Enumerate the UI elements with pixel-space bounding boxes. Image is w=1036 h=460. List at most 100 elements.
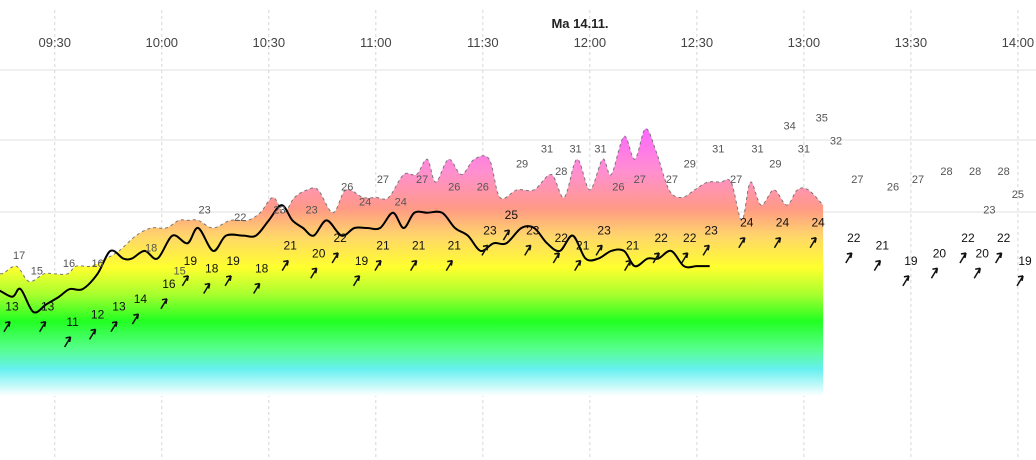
wind-speed-value: 21 [626, 239, 640, 253]
gust-label-3: 16 [63, 258, 75, 270]
wind-direction-arrow-icon [502, 229, 511, 241]
wind-direction-arrow-icon [331, 252, 339, 264]
wind-direction-arrow-icon [845, 252, 853, 264]
wind-direction-arrow-icon [110, 320, 118, 333]
gust-label-32: 31 [798, 143, 810, 155]
wind-label-23: 23 [595, 223, 611, 256]
wind-speed-value: 16 [162, 277, 176, 291]
wind-label-12: 20 [310, 246, 326, 279]
wind-label-30: 24 [809, 216, 825, 249]
wind-direction-arrow-icon [959, 252, 967, 264]
average-wind-line [0, 204, 710, 314]
x-tick-label-0930: 09:30 [38, 35, 71, 50]
chart-date-title: Ma 14.11. [551, 16, 608, 31]
gust-label-11: 26 [341, 181, 353, 193]
gust-label-35: 27 [851, 174, 863, 186]
gust-label-31: 34 [783, 120, 795, 132]
gust-label-17: 26 [477, 181, 489, 193]
wind-speed-value: 18 [205, 262, 219, 276]
wind-label-7: 19 [181, 254, 198, 287]
wind-speed-value: 19 [1018, 254, 1032, 268]
wind-label-24: 21 [624, 239, 640, 272]
wind-speed-value: 12 [91, 307, 105, 321]
wind-label-29: 24 [773, 216, 789, 249]
wind-label-14: 19 [352, 254, 369, 287]
wind-speed-value: 18 [255, 262, 269, 276]
gust-label-15: 27 [416, 174, 428, 186]
gust-label-27: 31 [712, 143, 724, 155]
gust-label-20: 28 [555, 166, 567, 178]
wind-label-37: 22 [994, 231, 1011, 264]
wind-direction-arrow-icon [445, 259, 454, 272]
gust-label-42: 25 [1012, 189, 1024, 201]
wind-direction-arrow-icon [738, 236, 746, 249]
wind-speed-value: 13 [112, 300, 126, 314]
wind-direction-arrow-icon [131, 313, 140, 325]
wind-speed-value: 19 [226, 254, 240, 268]
wind-label-38: 19 [1016, 254, 1032, 287]
gust-label-23: 26 [612, 181, 624, 193]
wind-speed-value: 19 [904, 254, 918, 268]
x-axis-time-ticks: 09:30 10:00 10:30 11:00 11:30 12:00 12:30 13:00… [38, 35, 1034, 50]
gust-label-25: 27 [666, 174, 678, 186]
wind-label-28: 24 [738, 216, 754, 249]
wind-direction-arrow-icon [203, 282, 211, 294]
wind-speed-value: 14 [134, 292, 148, 306]
wind-label-0: 13 [3, 300, 19, 333]
wind-direction-arrow-icon [902, 275, 910, 287]
gust-label-8: 22 [234, 212, 246, 224]
wind-direction-arrow-icon [652, 252, 660, 264]
x-tick-label-1130: 11:30 [467, 35, 499, 50]
gust-label-30: 29 [769, 159, 781, 171]
wind-direction-arrow-icon [595, 244, 603, 256]
wind-direction-arrow-icon [160, 298, 168, 310]
gust-label-2: 15 [31, 265, 43, 277]
wind-speed-value: 22 [847, 231, 861, 245]
wind-speed-value: 24 [811, 216, 825, 230]
wind-speed-value: 19 [184, 254, 198, 268]
gust-label-13: 27 [377, 174, 389, 186]
gust-label-12: 24 [359, 197, 371, 209]
wind-label-6: 16 [160, 277, 176, 310]
wind-direction-arrow-icon [1016, 275, 1024, 287]
wind-direction-arrow-icon [88, 328, 97, 340]
wind-direction-arrow-icon [809, 236, 817, 249]
wind-speed-value: 23 [526, 223, 540, 237]
wind-speed-value: 13 [41, 300, 55, 314]
wind-direction-arrow-icon [873, 259, 882, 272]
wind-label-35: 22 [959, 231, 975, 264]
x-tick-label-1000: 10:00 [146, 35, 179, 50]
gust-label-10: 23 [305, 204, 317, 216]
wind-label-33: 19 [902, 254, 918, 287]
gust-label-6: 15 [173, 265, 185, 277]
gust-label-24: 27 [634, 174, 646, 186]
wind-direction-arrow-icon [574, 259, 582, 272]
wind-label-21: 22 [552, 231, 569, 264]
gust-label-19: 31 [541, 143, 553, 155]
wind-label-25: 22 [652, 231, 668, 264]
gust-area [0, 128, 824, 396]
gust-label-9: 23 [273, 204, 285, 216]
x-tick-label-1330: 13:30 [895, 35, 928, 50]
wind-direction-arrow-icon [310, 267, 318, 279]
wind-speed-value: 22 [683, 231, 697, 245]
wind-label-4: 13 [110, 300, 126, 333]
wind-label-36: 20 [973, 246, 989, 279]
wind-direction-arrow-icon [702, 244, 710, 256]
wind-direction-arrow-icon [524, 244, 532, 256]
wind-speed-value: 13 [5, 300, 19, 314]
wind-speed-value: 11 [66, 315, 79, 329]
wind-speed-value: 22 [555, 231, 569, 245]
wind-direction-arrow-icon [994, 252, 1003, 264]
wind-direction-arrow-icon [973, 267, 981, 279]
wind-direction-arrow-icon [253, 282, 261, 294]
wind-speed-value: 23 [483, 223, 497, 237]
wind-label-9: 19 [224, 254, 240, 287]
wind-direction-arrow-icon [681, 252, 689, 264]
wind-label-1: 13 [38, 300, 55, 333]
wind-speed-value: 23 [704, 223, 718, 237]
gust-label-41: 28 [998, 166, 1010, 178]
wind-label-22: 21 [574, 239, 590, 272]
